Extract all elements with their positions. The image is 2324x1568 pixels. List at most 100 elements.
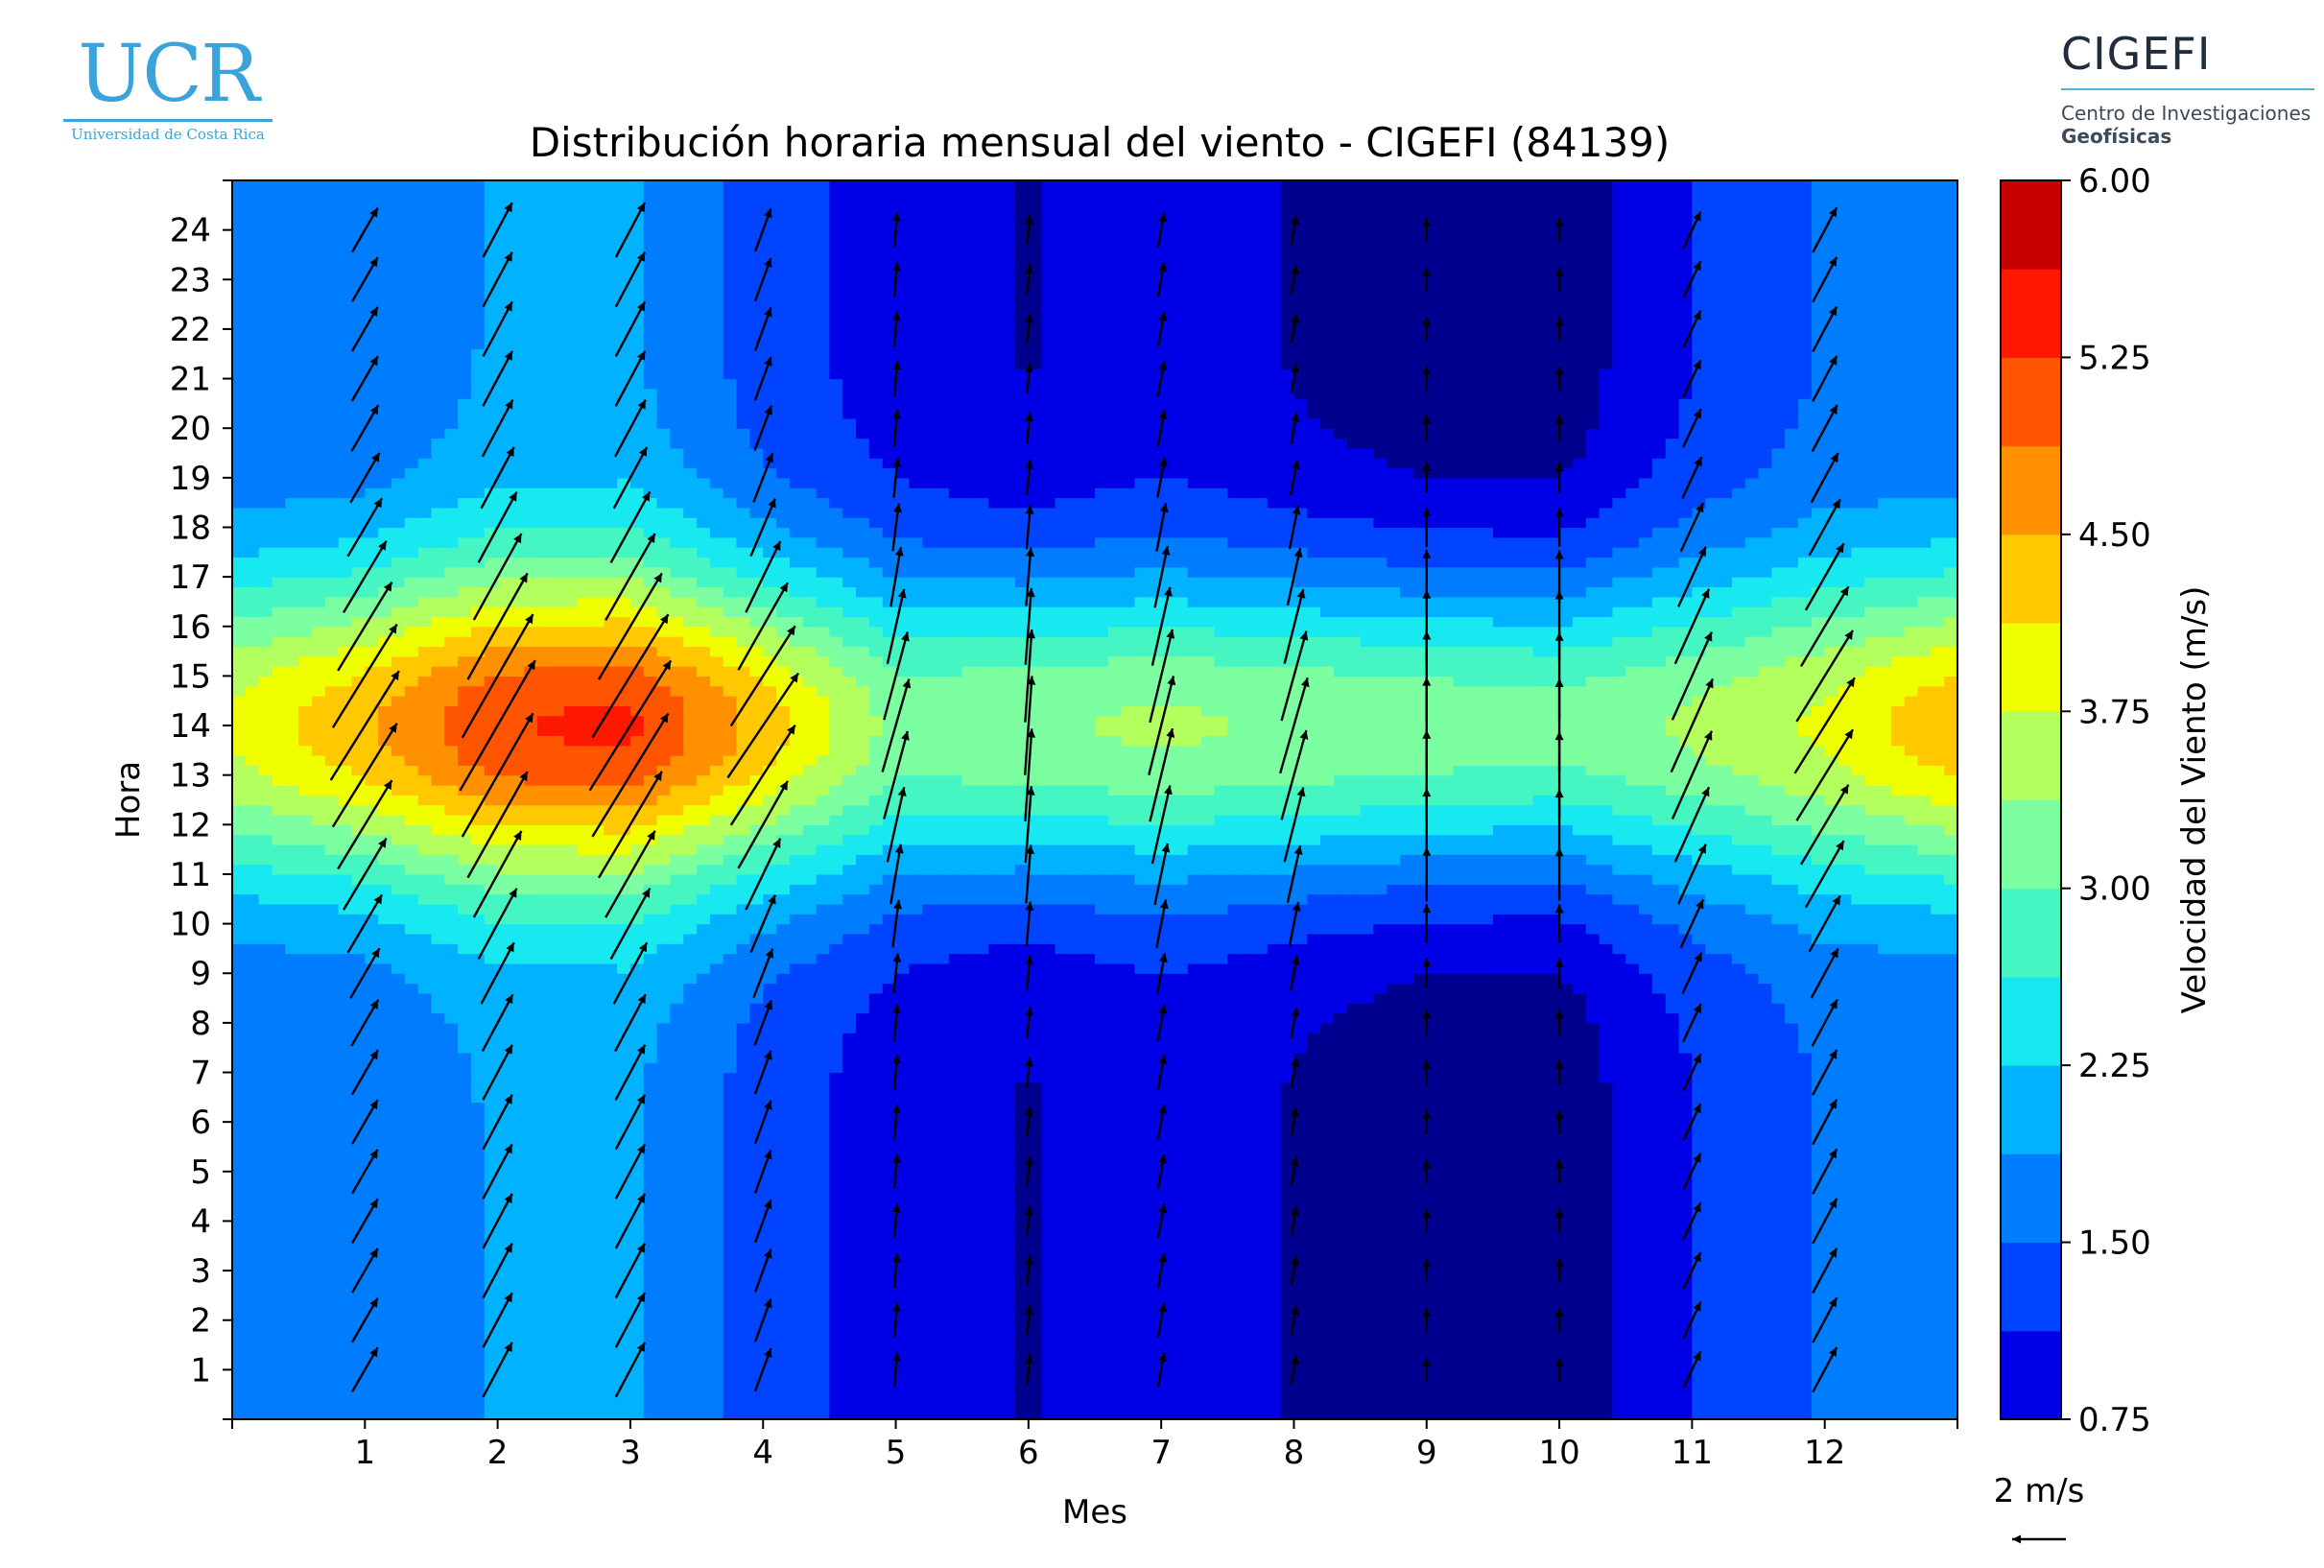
wind-arrow bbox=[1681, 952, 1703, 995]
wind-arrow bbox=[1422, 1308, 1432, 1333]
wind-arrow bbox=[1670, 677, 1715, 773]
colorbar-label: Velocidad del Viento (m/s) bbox=[2175, 586, 2214, 1014]
y-tick-label: 22 bbox=[170, 311, 211, 349]
y-tick-label: 12 bbox=[170, 806, 211, 844]
wind-arrow bbox=[1156, 262, 1168, 297]
colorbar-band bbox=[2001, 534, 2061, 624]
wind-arrow bbox=[1554, 550, 1564, 604]
wind-arrow bbox=[1673, 588, 1711, 665]
wind-arrow bbox=[1682, 408, 1702, 448]
wind-arrow bbox=[1290, 1305, 1299, 1336]
wind-arrow bbox=[482, 1342, 513, 1398]
wind-arrow bbox=[1290, 363, 1300, 394]
wind-arrow bbox=[1681, 456, 1703, 499]
wind-arrow bbox=[591, 712, 670, 838]
wind-arrow bbox=[1812, 1049, 1838, 1096]
wind-arrow bbox=[1810, 947, 1839, 999]
wind-arrow bbox=[1156, 1352, 1168, 1388]
wind-arrow bbox=[1812, 256, 1838, 303]
colorbar-tick-label: 1.50 bbox=[2078, 1224, 2151, 1263]
wind-arrow bbox=[1554, 1357, 1564, 1382]
wind-arrow bbox=[1422, 1208, 1432, 1233]
wind-arrow bbox=[1150, 785, 1173, 865]
wind-arrow bbox=[1024, 630, 1036, 723]
wind-arrow bbox=[891, 899, 902, 948]
wind-arrow bbox=[482, 350, 513, 407]
wind-arrow bbox=[1153, 843, 1171, 906]
wind-arrow bbox=[891, 1104, 901, 1140]
wind-arrow bbox=[1286, 844, 1303, 904]
wind-arrow bbox=[1812, 1346, 1838, 1393]
colorbar-band bbox=[2001, 1330, 2061, 1420]
x-axis: 1 2 3 4 5 6 7 8 9 10 11 12 bbox=[231, 1419, 1958, 1472]
wind-arrow bbox=[466, 771, 529, 879]
wind-arrow bbox=[753, 257, 772, 302]
wind-arrow bbox=[753, 1297, 772, 1342]
y-tick-label: 20 bbox=[170, 410, 211, 448]
wind-arrow bbox=[883, 730, 910, 820]
wind-arrow bbox=[1290, 412, 1300, 444]
wind-arrow bbox=[1156, 1153, 1168, 1189]
wind-arrow bbox=[1810, 452, 1839, 504]
wind-arrow bbox=[614, 300, 647, 357]
wind-arrow bbox=[477, 888, 518, 960]
wind-arrow bbox=[1799, 585, 1850, 668]
wind-arrow bbox=[1682, 359, 1702, 398]
wind-arrow bbox=[1422, 958, 1432, 989]
wind-arrow bbox=[461, 712, 534, 838]
wind-arrow bbox=[1288, 505, 1301, 550]
wind-arrow bbox=[1554, 1308, 1564, 1333]
wind-arrow bbox=[1024, 786, 1035, 864]
wind-arrow bbox=[482, 1292, 513, 1348]
wind-arrow bbox=[1422, 508, 1432, 547]
y-axis-label: Hora bbox=[109, 761, 148, 839]
wind-arrow bbox=[1290, 1255, 1299, 1286]
wind-arrow bbox=[1288, 901, 1301, 946]
colorbar-band bbox=[2001, 1065, 2061, 1154]
wind-arrow bbox=[1682, 260, 1702, 298]
colorbar-tick-label: 5.25 bbox=[2078, 339, 2151, 377]
wind-arrow bbox=[1554, 415, 1564, 441]
wind-arrow bbox=[745, 838, 782, 911]
ucr-logo-rule bbox=[63, 119, 273, 122]
wind-arrow bbox=[614, 1193, 647, 1249]
wind-arrow bbox=[1812, 305, 1838, 353]
wind-arrow bbox=[1679, 898, 1705, 949]
wind-arrow bbox=[614, 399, 647, 458]
wind-arrow bbox=[337, 581, 393, 672]
wind-arrow bbox=[350, 1346, 379, 1392]
wind-arrow bbox=[1024, 363, 1033, 394]
wind-arrow bbox=[1554, 463, 1564, 493]
wind-arrow bbox=[1422, 317, 1432, 342]
wind-arrow bbox=[1554, 366, 1564, 392]
y-tick-label: 11 bbox=[170, 856, 211, 894]
wind-arrow bbox=[1025, 547, 1035, 606]
colorbar-band bbox=[2001, 269, 2061, 358]
wind-arrow bbox=[892, 409, 901, 447]
wind-arrow bbox=[1280, 729, 1309, 820]
y-tick-label: 16 bbox=[170, 608, 211, 647]
wind-arrow bbox=[1812, 1099, 1838, 1146]
y-tick-label: 4 bbox=[190, 1202, 211, 1241]
wind-arrow bbox=[1024, 1106, 1033, 1137]
wind-arrow bbox=[350, 999, 380, 1047]
wind-arrow bbox=[1156, 311, 1168, 347]
wind-arrow bbox=[482, 300, 513, 357]
wind-arrow bbox=[1811, 404, 1838, 453]
wind-arrow bbox=[1149, 629, 1175, 724]
chart-title: Distribución horaria mensual del viento … bbox=[530, 119, 1671, 166]
wind-arrow bbox=[1804, 542, 1845, 611]
wind-arrow bbox=[481, 399, 514, 458]
wind-arrow bbox=[461, 613, 534, 739]
wind-arrow bbox=[1024, 314, 1033, 344]
wind-arrow bbox=[350, 1198, 379, 1245]
wind-arrow bbox=[745, 540, 782, 613]
wind-arrow bbox=[1290, 1354, 1299, 1385]
wind-arrow bbox=[482, 1243, 513, 1299]
wind-arrow bbox=[1554, 267, 1564, 292]
wind-arrow bbox=[346, 497, 384, 558]
y-tick-label: 9 bbox=[190, 955, 211, 993]
wind-arrow bbox=[891, 1153, 901, 1190]
wind-arrow bbox=[753, 356, 772, 401]
wind-arrow bbox=[1682, 1301, 1702, 1340]
